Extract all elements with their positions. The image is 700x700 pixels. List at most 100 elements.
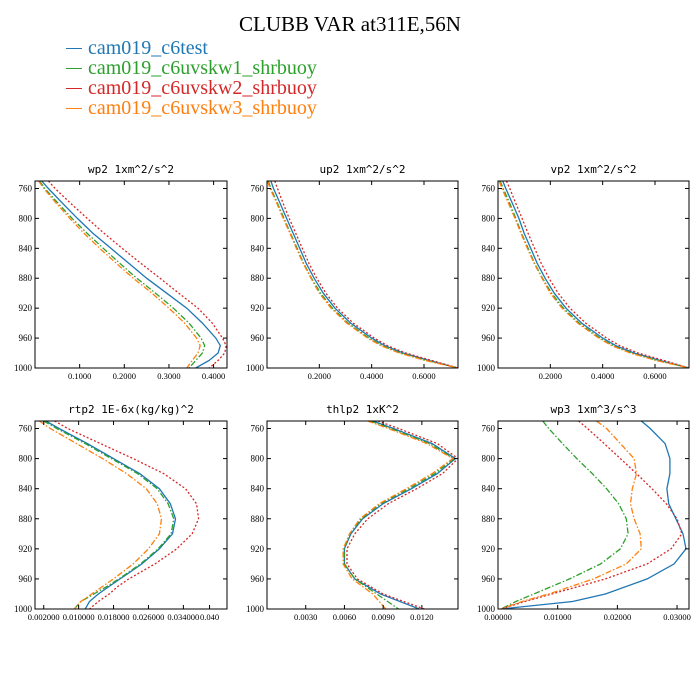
x-tick-label: 0.0030 — [294, 612, 317, 622]
series-line — [505, 181, 689, 368]
series-line — [38, 181, 206, 368]
x-tick-label: 0.010000 — [63, 612, 95, 622]
x-tick-label: 0.018000 — [98, 612, 130, 622]
series-line — [38, 181, 201, 368]
y-tick-label: 800 — [19, 454, 33, 464]
series-line — [43, 421, 175, 609]
series-line — [270, 181, 458, 368]
legend-line-icon — [66, 67, 82, 69]
y-tick-label: 800 — [251, 213, 265, 223]
panel-title: wp3 1xm^3/s^3 — [550, 403, 636, 416]
y-tick-label: 920 — [251, 544, 265, 554]
legend-item: cam019_c6uvskw1_shrbuoy — [66, 58, 317, 78]
series-line — [274, 181, 458, 368]
x-tick-label: 0.0120 — [410, 612, 433, 622]
y-tick-label: 1000 — [477, 604, 496, 614]
series-line — [500, 421, 687, 609]
series-line — [41, 181, 222, 368]
legend-item: cam019_c6uvskw2_shrbuoy — [66, 78, 317, 98]
y-tick-label: 760 — [19, 424, 33, 434]
plot-frame — [34, 180, 228, 369]
legend-label: cam019_c6uvskw2_shrbuoy — [88, 77, 317, 99]
chart-panel: rtp2 1E-6x(kg/kg)^2 760 800 840 880 920 960 100… — [14, 403, 228, 622]
y-tick-label: 760 — [19, 183, 33, 193]
y-tick-label: 840 — [19, 243, 33, 253]
x-tick-label: 0.034000 — [167, 612, 199, 622]
x-tick-label: 0.026000 — [133, 612, 165, 622]
series-line — [502, 181, 689, 368]
y-tick-label: 840 — [251, 484, 265, 494]
y-tick-label: 1000 — [246, 604, 265, 614]
legend-label: cam019_c6uvskw3_shrbuoy — [88, 97, 317, 119]
y-tick-label: 1000 — [14, 363, 33, 373]
series-line — [54, 421, 200, 609]
y-tick-label: 760 — [251, 183, 265, 193]
series-line — [47, 181, 227, 368]
y-tick-label: 960 — [251, 574, 265, 584]
y-tick-label: 920 — [19, 544, 33, 554]
y-tick-label: 800 — [482, 213, 496, 223]
chart-panel: wp2 1xm^2/s^2 760 800 840 880 920 960 1000 0.100… — [14, 163, 228, 381]
y-tick-label: 880 — [19, 514, 33, 524]
y-tick-label: 960 — [482, 574, 496, 584]
plot-frame — [34, 420, 228, 610]
x-tick-label: 0.6000 — [643, 371, 666, 381]
series-line — [343, 421, 456, 609]
y-tick-label: 880 — [482, 514, 496, 524]
series-line — [45, 421, 177, 609]
series-line — [342, 421, 454, 609]
plot-frame — [497, 180, 690, 369]
series-line — [498, 181, 689, 368]
y-tick-label: 960 — [251, 333, 265, 343]
legend-item: cam019_c6test — [66, 38, 317, 58]
x-tick-label: 0.0060 — [333, 612, 356, 622]
series-line — [346, 421, 458, 609]
y-tick-label: 960 — [482, 333, 496, 343]
y-tick-label: 760 — [251, 424, 265, 434]
series-line — [267, 181, 458, 368]
y-tick-label: 840 — [19, 484, 33, 494]
plot-frame — [497, 420, 690, 610]
y-tick-label: 800 — [251, 454, 265, 464]
x-tick-label: 0.00000 — [484, 612, 512, 622]
y-tick-label: 880 — [251, 273, 265, 283]
plot-frame — [266, 180, 459, 369]
y-tick-label: 880 — [482, 273, 496, 283]
legend-line-icon — [66, 107, 82, 109]
x-tick-label: 0.2000 — [539, 371, 562, 381]
x-tick-label: 0.2000 — [308, 371, 331, 381]
y-tick-label: 760 — [482, 183, 496, 193]
series-line — [500, 421, 629, 609]
x-tick-label: 0.4000 — [591, 371, 614, 381]
chart-panel: up2 1xm^2/s^2 760 800 840 880 920 960 1000 0.200… — [246, 163, 459, 381]
figure-title: CLUBB VAR at311E,56N — [239, 12, 461, 36]
x-tick-label: 0.3000 — [157, 371, 180, 381]
series-line — [500, 421, 683, 609]
chart-panel: thlp2 1xK^2 760 800 840 880 920 960 1000 0.0030 0… — [246, 403, 459, 622]
y-tick-label: 1000 — [246, 363, 265, 373]
y-tick-label: 920 — [482, 544, 496, 554]
x-tick-label: 0.0090 — [371, 612, 394, 622]
x-tick-label: 0.4000 — [202, 371, 225, 381]
y-tick-label: 1000 — [14, 604, 33, 614]
panel-title: thlp2 1xK^2 — [326, 403, 399, 416]
panel-title: rtp2 1E-6x(kg/kg)^2 — [68, 403, 194, 416]
y-tick-label: 920 — [19, 303, 33, 313]
plot-frame — [266, 420, 459, 610]
series-line — [499, 181, 689, 368]
x-tick-label: 0.6000 — [412, 371, 435, 381]
y-tick-label: 800 — [482, 454, 496, 464]
x-tick-label: 0.1000 — [68, 371, 91, 381]
series-line — [39, 421, 163, 609]
legend-label: cam019_c6uvskw1_shrbuoy — [88, 57, 317, 79]
legend: cam019_c6test cam019_c6uvskw1_shrbuoy ca… — [66, 38, 317, 118]
chart-panel: vp2 1xm^2/s^2 760 800 840 880 920 960 1000 0.200… — [477, 163, 690, 381]
y-tick-label: 840 — [251, 243, 265, 253]
y-tick-label: 840 — [482, 243, 496, 253]
x-tick-label: 0.02000 — [604, 612, 632, 622]
legend-line-icon — [66, 87, 82, 89]
y-tick-label: 960 — [19, 574, 33, 584]
legend-label: cam019_c6test — [88, 37, 208, 59]
y-tick-label: 760 — [482, 424, 496, 434]
